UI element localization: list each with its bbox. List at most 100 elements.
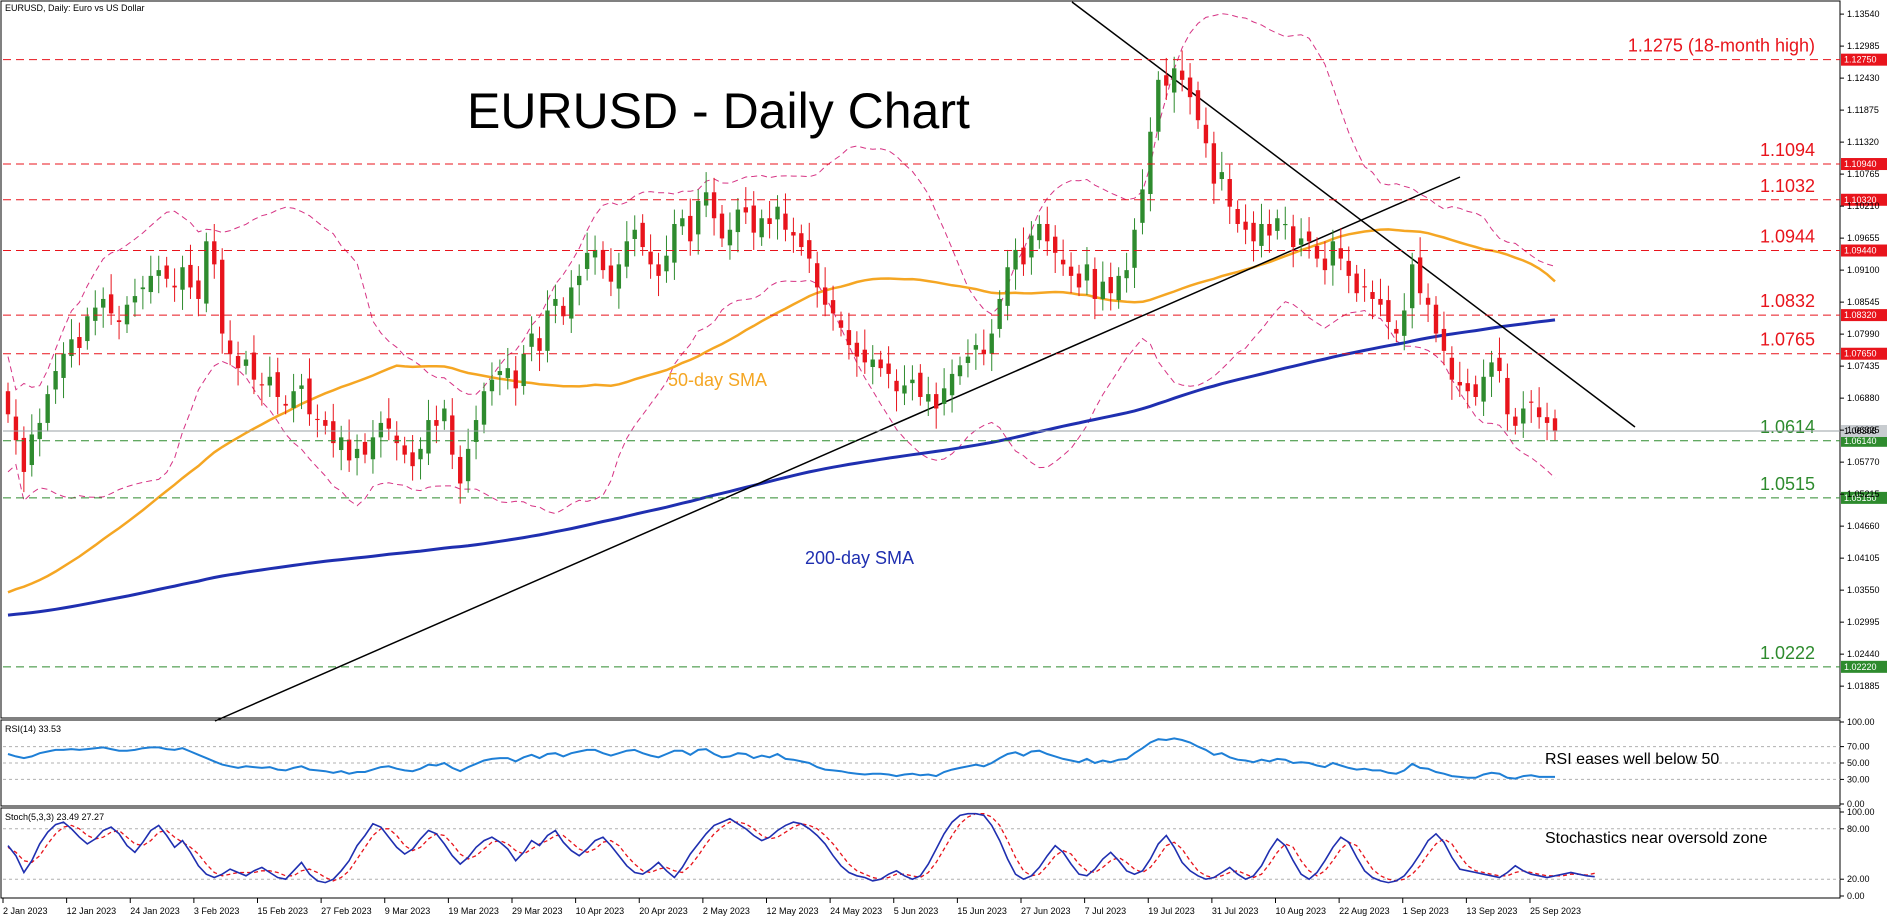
time-tick-label: 24 May 2023: [830, 906, 882, 916]
stoch-signal-line: [7, 813, 1595, 882]
candle-body: [1195, 90, 1201, 121]
level-tag-box: [1841, 347, 1887, 360]
rsi-tick-label: 100.00: [1847, 717, 1875, 727]
level-tag-box: [1841, 158, 1887, 171]
candle-body: [1338, 248, 1343, 259]
candle-body: [894, 380, 899, 392]
candle-body: [45, 394, 50, 423]
time-tick-label: 3 Feb 2023: [194, 906, 240, 916]
candle-body: [1521, 408, 1526, 424]
candle-body: [402, 445, 407, 455]
price-tick-label: 1.04105: [1847, 553, 1880, 563]
candle-body: [854, 342, 860, 357]
candle-body: [918, 372, 923, 397]
price-tick-label: 1.12985: [1847, 41, 1880, 51]
candle-body: [1481, 376, 1486, 402]
candle-body: [1243, 221, 1248, 230]
level-label: 1.0832: [1760, 291, 1815, 311]
candle-body: [410, 452, 415, 467]
bollinger-lower: [7, 279, 1556, 515]
candle-body: [553, 298, 558, 306]
candle-body: [124, 304, 130, 325]
rsi-label: RSI(14) 33.53: [5, 724, 61, 734]
candle-body: [1386, 300, 1391, 323]
candle-body: [862, 349, 867, 363]
candle-body: [1417, 257, 1423, 294]
candle-body: [672, 223, 677, 263]
candle-body: [283, 403, 288, 406]
candle-body: [1457, 381, 1462, 386]
candle-body: [386, 418, 391, 429]
rsi-tick-label: 0.00: [1847, 799, 1865, 809]
time-tick-label: 24 Jan 2023: [130, 906, 180, 916]
stoch-note: Stochastics near oversold zone: [1545, 830, 1767, 847]
candle-body: [1124, 270, 1129, 279]
level-tag: 1.08320: [1844, 310, 1877, 320]
candle-body: [1402, 310, 1407, 336]
candle-body: [545, 310, 550, 351]
level-tag: 1.09440: [1844, 246, 1877, 256]
candle-body: [640, 222, 645, 248]
candle-body: [188, 264, 193, 288]
candle-body: [323, 420, 328, 426]
candle-body: [1037, 223, 1042, 241]
candle-body: [1465, 383, 1470, 392]
candle-body: [227, 340, 233, 354]
candle-body: [997, 298, 1002, 329]
candle-body: [442, 408, 447, 422]
candle-body: [1275, 218, 1280, 231]
window-title: EURUSD, Daily: Euro vs US Dollar: [5, 3, 145, 13]
time-axis: 2 Jan 2023 12 Jan 2023 24 Jan 2023 3 Feb 20…: [2, 898, 1581, 916]
level-tag: 1.05150: [1844, 493, 1877, 503]
level-tag: 1.02220: [1844, 662, 1877, 672]
candle-body: [767, 218, 772, 224]
candle-body: [696, 200, 701, 235]
stochastic-indicator: 100.00 80.00 20.00 0.00: [3, 807, 1875, 901]
candle-body: [1045, 223, 1050, 242]
price-levels: 1.1275 (18-month high) 1.12750 1.1094 1.109…: [3, 36, 1887, 673]
price-tick-label: 1.11320: [1847, 137, 1879, 147]
price-tick-label: 1.04660: [1847, 521, 1880, 531]
candle-body: [735, 209, 741, 233]
chart-title: EURUSD - Daily Chart: [467, 83, 970, 139]
time-tick-label: 12 Jan 2023: [67, 906, 117, 916]
candle-body: [5, 391, 11, 415]
candle-body: [1489, 362, 1494, 377]
candle-body: [204, 241, 209, 304]
candle-body: [140, 287, 146, 290]
price-tick-label: 1.13540: [1847, 9, 1880, 19]
candle-body: [815, 263, 820, 288]
price-tick-label: 1.05770: [1847, 457, 1880, 467]
rsi-tick-label: 50.00: [1847, 758, 1870, 768]
level-label: 1.0944: [1760, 227, 1815, 247]
candle-body: [1552, 418, 1558, 432]
stoch-tick-label: 20.00: [1847, 874, 1870, 884]
candle-body: [584, 252, 590, 269]
candle-body: [1425, 297, 1431, 305]
candle-body: [1410, 264, 1415, 309]
candle-body: [656, 264, 661, 276]
candle-body: [346, 439, 352, 461]
candle-body: [1132, 229, 1137, 268]
candle-body: [941, 388, 947, 404]
candle-body: [1267, 223, 1272, 236]
level-label: 1.1094: [1760, 140, 1815, 160]
stoch-tick-label: 80.00: [1847, 824, 1870, 834]
candle-body: [1433, 304, 1439, 334]
candle-body: [362, 441, 368, 455]
time-tick-label: 29 Mar 2023: [512, 906, 563, 916]
rsi-tick-label: 30.00: [1847, 774, 1870, 784]
candle-body: [465, 448, 471, 482]
candlesticks: [5, 50, 1558, 504]
candle-body: [85, 316, 90, 342]
candle-body: [108, 294, 114, 314]
candle-body: [1219, 172, 1224, 180]
price-tick-label: 1.09100: [1847, 265, 1880, 275]
price-tick-label: 1.03550: [1847, 585, 1880, 595]
candle-body: [354, 448, 360, 459]
level-tag: 1.10320: [1844, 195, 1877, 205]
candle-body: [180, 267, 185, 290]
level-label: 1.0515: [1760, 474, 1815, 494]
candle-body: [981, 349, 986, 354]
candle-body: [299, 385, 304, 389]
